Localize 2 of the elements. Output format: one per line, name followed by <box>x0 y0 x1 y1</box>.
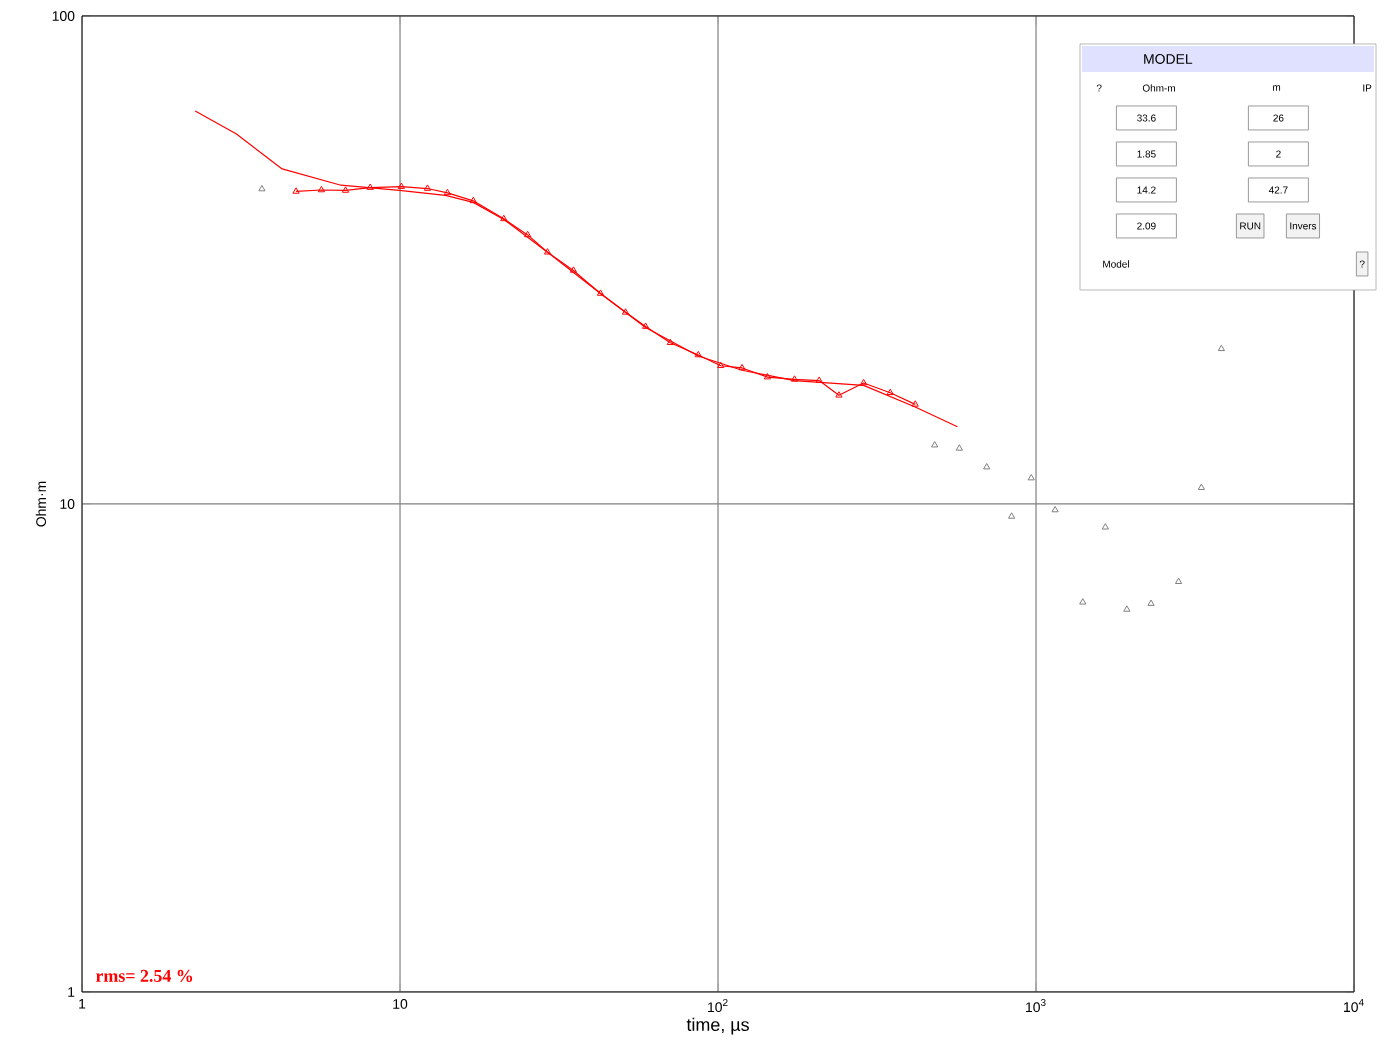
annotation: rms= 2.54 % <box>95 969 193 982</box>
x-axis-title: time, µs <box>686 1017 749 1035</box>
